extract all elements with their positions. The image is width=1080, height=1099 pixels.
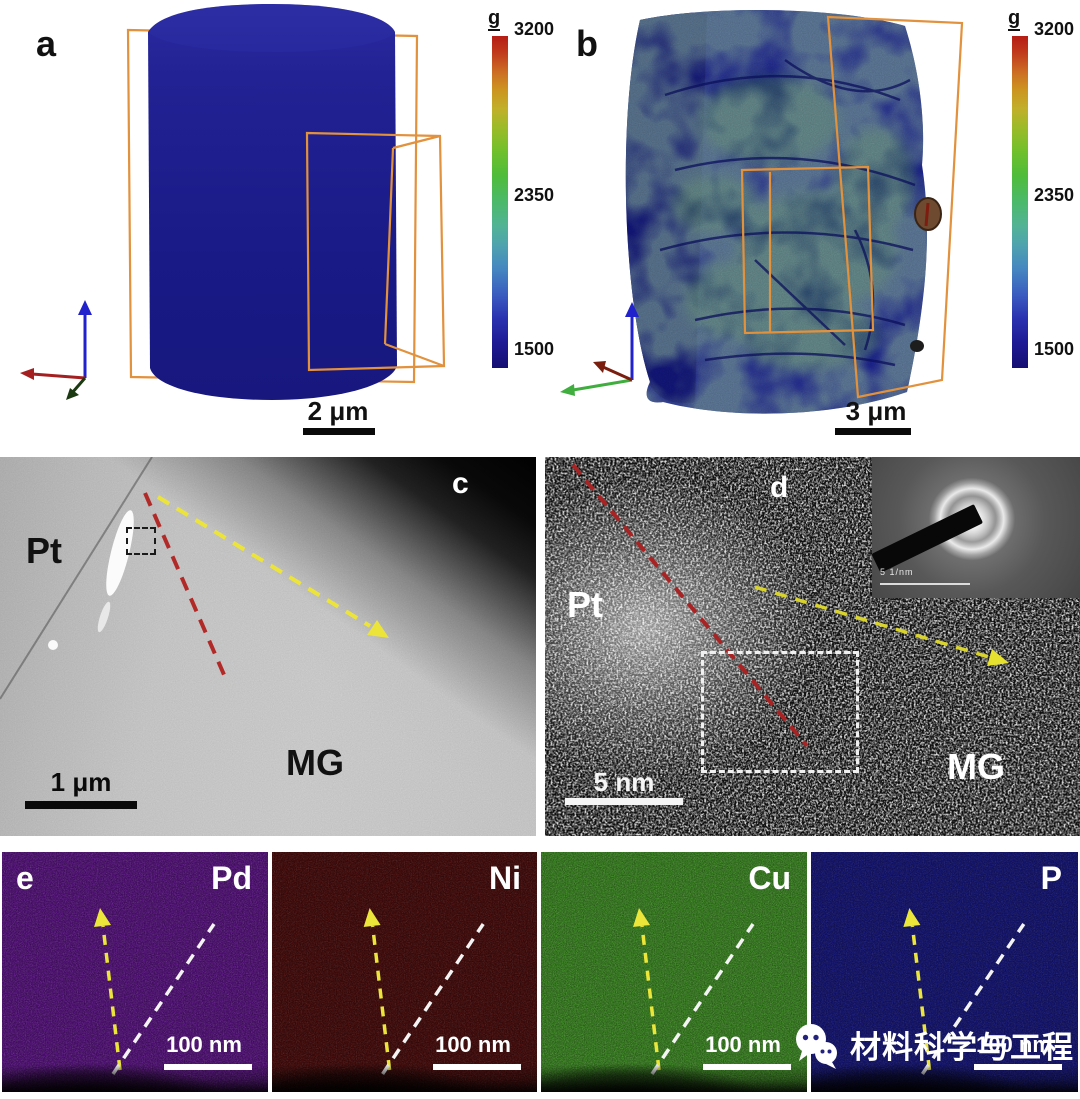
pt-mg-interface-line [0, 457, 153, 700]
axis-triad-b [560, 302, 639, 396]
eds-map-ni: Ni 100 nm [272, 852, 537, 1092]
eds-map-pd: e Pd 100 nm [2, 852, 268, 1092]
panel-d-hrtem-image: Pt MG d 5 nm 5 1/nm [545, 457, 1080, 836]
map-scalebar-text: 100 nm [435, 1032, 511, 1057]
panel-b-scalebar-text: 3 μm [845, 396, 907, 426]
yellow-dashed-arrow [903, 908, 932, 1071]
map-overlays [633, 908, 755, 1075]
inset-scalebar [880, 583, 970, 585]
colorbar-b-gradient [1012, 36, 1028, 368]
panel-d-mg-label: MG [947, 746, 1005, 787]
panel-c-label: c [452, 467, 469, 500]
eds-map-cu: Cu 100 nm [541, 852, 807, 1092]
colorbar-a-tick-bottom: 1500 [514, 339, 555, 359]
eds-map-p: P 100 nm [811, 852, 1078, 1092]
map-scalebar-text: 100 nm [976, 1032, 1052, 1057]
yellow-dashed-arrow [754, 585, 1009, 666]
roi-dashed-square [126, 527, 156, 555]
red-dashed-line [571, 463, 809, 748]
diffraction-inset: 5 1/nm [872, 457, 1080, 598]
element-label-ni: Ni [489, 860, 521, 896]
element-label-cu: Cu [748, 860, 791, 896]
colorbar-a-tick-mid: 2350 [514, 185, 555, 205]
wireframe-box-small [305, 131, 446, 372]
panel-d-pt-label: Pt [567, 584, 603, 625]
panel-c-overlays [0, 457, 536, 836]
panel-b-label: b [576, 23, 598, 64]
element-label-p: P [1040, 860, 1062, 896]
cylinder-a [148, 4, 397, 400]
red-dashed-line [143, 492, 227, 678]
panel-b-3d-render [560, 9, 964, 414]
map-scalebar [703, 1064, 791, 1070]
yellow-dashed-arrow [94, 908, 122, 1071]
map-scalebar-text: 100 nm [705, 1032, 781, 1057]
wireframe-b [740, 15, 964, 399]
axis-triad-a [20, 300, 92, 400]
map-scalebar [974, 1064, 1062, 1070]
panel-d-scalebar [565, 798, 683, 805]
inset-scalebar-text: 5 1/nm [880, 567, 914, 577]
colorbar-a-title: g [488, 7, 501, 31]
panel-a-scalebar [303, 428, 375, 435]
map-scalebar [433, 1064, 521, 1070]
watermark-text: 材料科学与工程 [850, 1029, 1074, 1065]
panel-c-scalebar-text: 1 μm [50, 767, 112, 797]
yellow-dashed-arrow [633, 908, 661, 1071]
panel-a-label: a [36, 23, 57, 64]
panel-c-tem-image: Pt MG c 1 μm [0, 457, 536, 836]
yellow-dashed-arrow [363, 908, 392, 1071]
map-noise [272, 852, 537, 1092]
wechat-icon [796, 1024, 837, 1069]
yellow-dashed-arrow [156, 495, 389, 638]
panel-c-pt-label: Pt [26, 530, 62, 571]
element-label-pd: Pd [211, 860, 252, 896]
colorbar-a-gradient [492, 36, 508, 368]
colorbar-a-tick-top: 3200 [514, 19, 555, 39]
panel-a-scalebar-text: 2 μm [307, 396, 369, 426]
colorbar-b-tick-bottom: 1500 [1034, 339, 1075, 359]
panel-d-scalebar-text: 5 nm [593, 767, 655, 797]
colorbar-b-tick-top: 3200 [1034, 19, 1075, 39]
watermark: 材料科学与工程 [793, 1022, 1074, 1072]
map-overlays [363, 908, 485, 1075]
panel-a-3d-render [20, 4, 446, 400]
panel-c-scalebar [25, 801, 137, 809]
colorbar-b-title: g [1008, 7, 1021, 31]
map-overlays [903, 908, 1026, 1075]
colorbar-b-tick-mid: 2350 [1034, 185, 1075, 205]
panel-e-label: e [16, 860, 34, 896]
map-noise [2, 852, 268, 1092]
panel-d-label: d [770, 471, 789, 504]
protrusion-blob [910, 197, 942, 352]
panel-c-mg-label: MG [286, 742, 344, 783]
panel-b-scalebar [835, 428, 911, 435]
deformed-pillar-b [625, 9, 927, 414]
map-noise [811, 852, 1078, 1092]
map-scalebar [164, 1064, 252, 1070]
roi-dashed-square [701, 651, 859, 773]
panel-d-overlays [571, 463, 1009, 748]
map-noise [541, 852, 807, 1092]
map-scalebar-text: 100 nm [166, 1032, 242, 1057]
map-overlays [94, 908, 216, 1075]
